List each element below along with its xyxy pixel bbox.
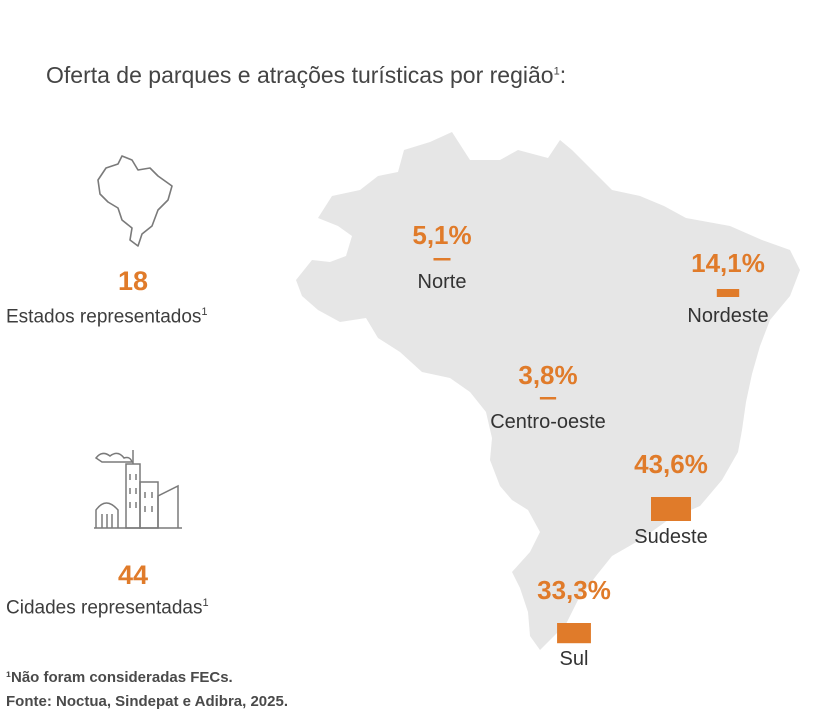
brazil-map-icon (97, 155, 173, 247)
brazil-map-shape (296, 132, 800, 650)
bar-sul (557, 623, 591, 644)
bar-nordeste (716, 289, 740, 297)
states-label: Estados representados1 (6, 306, 208, 328)
region-label-norte: Norte (418, 271, 467, 293)
states-count: 18 (117, 266, 149, 296)
value-label-sul: 33,3% (537, 575, 611, 605)
footnote-source: Fonte: Noctua, Sindepat e Adibra, 2025. (6, 693, 288, 710)
region-label-sudeste: Sudeste (634, 526, 707, 548)
bar-centro-oeste (539, 397, 557, 400)
chart-title: Oferta de parques e atrações turísticas … (46, 62, 567, 88)
city-buildings-icon (94, 450, 182, 529)
bar-sudeste (651, 497, 691, 521)
cities-count: 44 (117, 560, 149, 590)
region-label-centro-oeste: Centro-oeste (490, 411, 606, 433)
footnote-note: ¹Não foram consideradas FECs. (6, 669, 233, 686)
region-label-sul: Sul (560, 648, 589, 670)
value-label-centro-oeste: 3,8% (518, 360, 577, 390)
value-label-nordeste: 14,1% (691, 248, 765, 278)
cities-label: Cidades representadas1 (6, 597, 209, 619)
value-label-sudeste: 43,6% (634, 449, 708, 479)
value-label-norte: 5,1% (412, 220, 471, 250)
bar-norte (433, 258, 451, 261)
region-label-nordeste: Nordeste (687, 305, 768, 327)
